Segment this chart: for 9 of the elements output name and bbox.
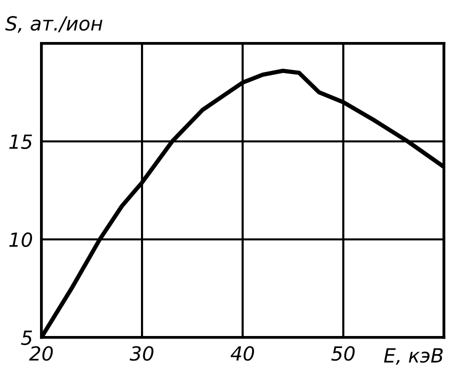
x-tick-label: 20 — [29, 346, 53, 361]
y-axis-title: S, ат./ион — [5, 16, 102, 33]
x-tick-label: 40 — [230, 346, 254, 361]
x-tick-label: 30 — [130, 346, 154, 361]
y-tick-label: 5 — [21, 330, 32, 346]
x-axis-title: E, кэВ — [384, 348, 443, 365]
x-tick-label: 50 — [331, 346, 355, 361]
y-tick-label: 15 — [9, 134, 32, 150]
y-tick-label: 10 — [9, 232, 32, 248]
